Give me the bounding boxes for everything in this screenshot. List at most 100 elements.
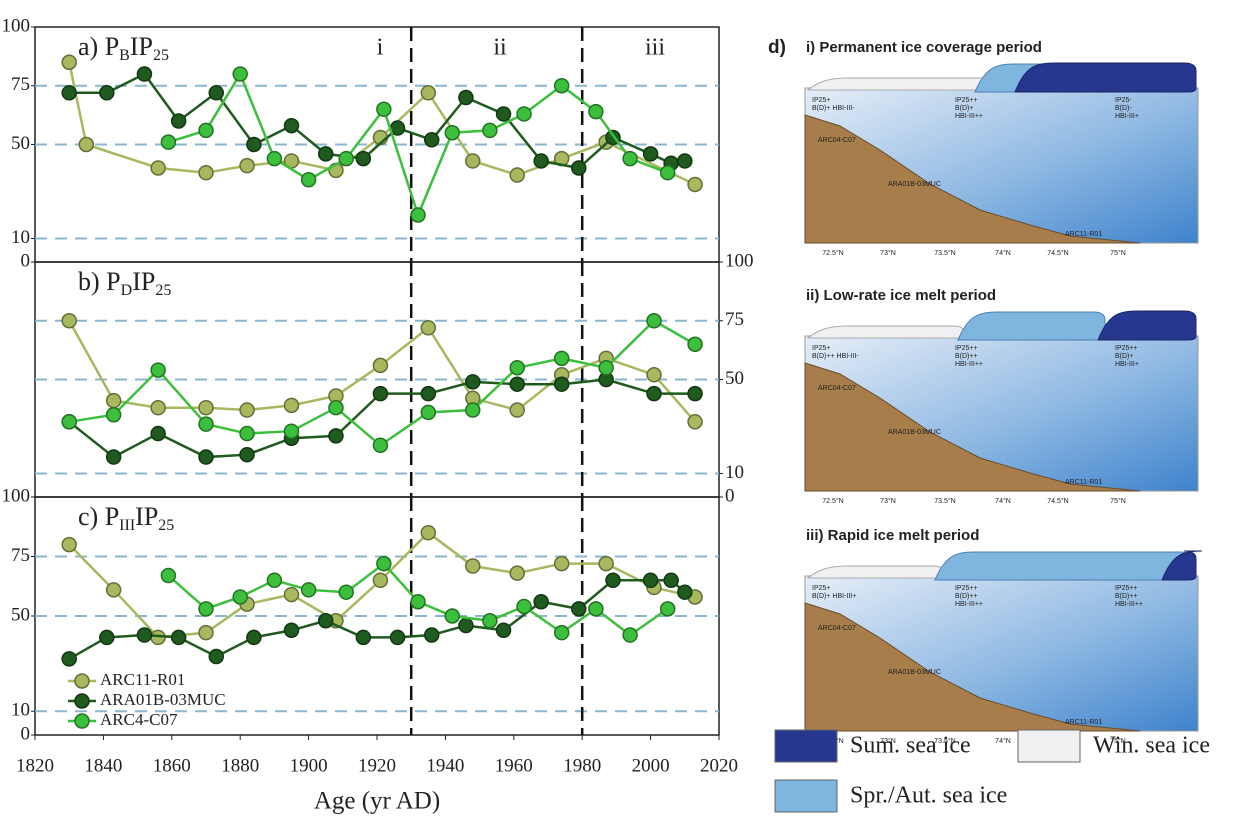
legend-label: Win. sea ice <box>1093 733 1210 759</box>
marker <box>150 362 166 378</box>
y-tick-label: 50 <box>11 604 30 625</box>
x-tick-label: 1900 <box>290 755 328 776</box>
marker <box>516 106 532 122</box>
seabed <box>804 602 1141 732</box>
title-part: 25 <box>155 282 171 299</box>
proxy-label: B(D)++ <box>955 353 978 360</box>
marker <box>389 629 406 646</box>
proxy-label: B(D)+ <box>1115 353 1133 360</box>
period-label: iii <box>645 35 665 61</box>
spring-ice <box>957 311 1106 341</box>
marker <box>509 402 525 418</box>
marker <box>646 367 662 383</box>
marker <box>239 446 255 463</box>
latitude-label: 74.5°N <box>1047 249 1068 257</box>
marker <box>208 648 225 665</box>
marker <box>553 555 570 572</box>
x-tick-label: 1860 <box>153 755 191 776</box>
marker <box>283 117 300 134</box>
marker <box>605 572 621 589</box>
marker <box>642 146 659 162</box>
y-tick-label: 10 <box>725 462 744 483</box>
marker <box>208 85 225 101</box>
marker <box>410 207 426 223</box>
y-tick-label: 0 <box>725 485 735 506</box>
site-label: ARA01B-03MUC <box>888 429 941 436</box>
latitude-label: 74°N <box>995 249 1011 257</box>
marker <box>283 586 300 603</box>
marker <box>300 172 317 188</box>
latitude-label: 73°N <box>880 737 896 745</box>
summer-ice <box>1014 62 1197 93</box>
marker <box>420 524 437 541</box>
x-axis-label: Age (yr AD) <box>314 788 440 815</box>
marker <box>458 89 474 106</box>
marker <box>198 399 214 416</box>
marker <box>239 402 255 418</box>
marker <box>61 536 77 553</box>
marker <box>232 66 248 82</box>
diagram-title: ii) Low-rate ice melt period <box>806 287 996 304</box>
latitude-label: 75°N <box>1110 249 1126 257</box>
panel-title: a) PBIP25 <box>78 32 169 64</box>
marker <box>198 601 214 617</box>
marker <box>420 320 437 336</box>
marker <box>239 157 255 174</box>
marker <box>232 589 248 605</box>
latitude-label: 73.5°N <box>934 497 955 505</box>
title-part: IP <box>135 502 158 531</box>
marker <box>338 584 354 600</box>
marker <box>482 613 498 629</box>
marker <box>99 85 115 101</box>
title-part: 25 <box>153 47 169 64</box>
marker <box>246 629 262 646</box>
spring-ice <box>934 551 1193 581</box>
marker <box>423 627 440 643</box>
marker <box>105 407 122 423</box>
proxy-label: B(D)++ <box>955 593 978 600</box>
latitude-label: 73.5°N <box>934 737 955 745</box>
latitude-label: 74°N <box>995 737 1011 745</box>
x-tick-label: 1940 <box>426 755 464 776</box>
title-part: IP <box>132 267 155 296</box>
y-tick-label: 100 <box>2 15 31 36</box>
proxy-label: IP25++ <box>955 97 978 104</box>
marker <box>372 437 389 454</box>
latitude-label: 73.5°N <box>934 249 955 257</box>
seabed <box>804 114 1141 244</box>
title-part: a) P <box>78 32 119 61</box>
marker <box>622 627 638 643</box>
marker <box>687 414 703 430</box>
latitude-label: 75°N <box>1110 737 1126 745</box>
x-tick-label: 1840 <box>84 755 122 776</box>
marker <box>136 66 153 82</box>
marker <box>372 572 389 589</box>
marker <box>687 385 703 402</box>
period-label: i <box>377 35 384 61</box>
latitude-label: 73°N <box>880 497 896 505</box>
y-tick-label: 75 <box>11 74 30 95</box>
marker <box>509 360 525 376</box>
marker <box>266 572 283 589</box>
y-tick-label: 0 <box>21 723 31 744</box>
marker <box>588 601 604 617</box>
marker <box>687 176 703 193</box>
legend-swatch <box>1017 729 1081 763</box>
marker <box>646 385 662 402</box>
proxy-label: B(D)++ <box>1115 593 1138 600</box>
legend-marker <box>74 693 90 709</box>
panel-title: b) PDIP25 <box>78 267 171 299</box>
seabed <box>804 362 1141 492</box>
latitude-label: 74°N <box>995 497 1011 505</box>
marker <box>444 608 460 624</box>
marker <box>61 54 77 70</box>
x-tick-label: 1980 <box>563 755 601 776</box>
title-part: III <box>119 517 135 534</box>
proxy-label: IP25++ <box>955 585 978 592</box>
legend-label: ARC11-R01 <box>100 670 185 689</box>
marker <box>61 313 77 329</box>
latitude-label: 73°N <box>880 249 896 257</box>
legend-label: Spr./Aut. sea ice <box>850 783 1007 809</box>
marker <box>150 160 166 176</box>
marker <box>283 397 300 414</box>
